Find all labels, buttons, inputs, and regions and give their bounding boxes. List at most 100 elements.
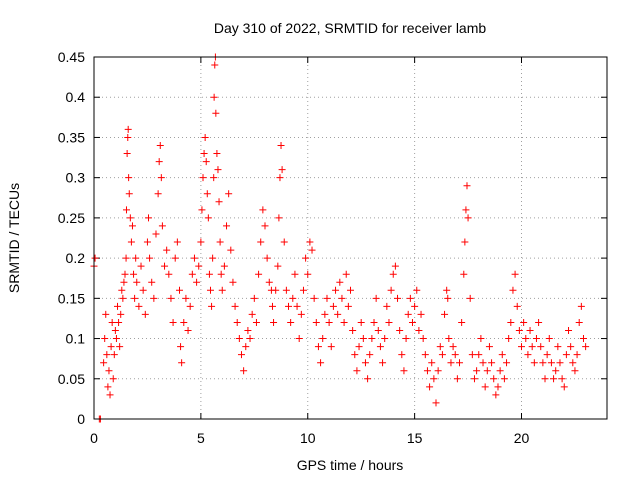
data-point: [329, 302, 337, 310]
data-point: [582, 343, 590, 351]
data-point: [485, 343, 493, 351]
data-point: [259, 206, 267, 214]
data-point: [381, 335, 389, 343]
data-point: [571, 367, 579, 375]
data-point: [118, 286, 126, 294]
data-point: [287, 318, 295, 326]
y-tick-label: 0.05: [58, 371, 85, 387]
data-point: [338, 294, 346, 302]
data-point: [233, 318, 241, 326]
x-tick-label: 5: [197, 430, 205, 446]
data-point: [312, 318, 320, 326]
data-point: [558, 375, 566, 383]
data-point: [507, 318, 515, 326]
data-point: [505, 335, 513, 343]
data-point: [289, 294, 297, 302]
data-point: [124, 133, 132, 141]
data-point: [302, 254, 310, 262]
data-point: [211, 61, 219, 69]
data-point: [404, 310, 412, 318]
y-tick-label: 0.25: [58, 210, 85, 226]
data-point: [212, 109, 220, 117]
data-point: [257, 238, 265, 246]
data-point: [173, 238, 181, 246]
x-tick-label: 15: [407, 430, 423, 446]
data-point: [210, 93, 218, 101]
data-point: [368, 335, 376, 343]
data-point: [308, 246, 316, 254]
data-point: [560, 383, 568, 391]
data-point: [208, 302, 216, 310]
data-point: [255, 270, 263, 278]
data-point: [464, 214, 472, 222]
data-point: [353, 367, 361, 375]
data-point: [396, 327, 404, 335]
data-point: [402, 335, 410, 343]
data-point: [163, 246, 171, 254]
data-point: [141, 310, 149, 318]
data-point: [511, 270, 519, 278]
data-point: [466, 294, 474, 302]
y-tick-label: 0.3: [66, 170, 86, 186]
data-point: [107, 343, 115, 351]
data-point: [223, 222, 231, 230]
data-point: [114, 302, 122, 310]
data-point: [121, 270, 129, 278]
data-point: [406, 294, 414, 302]
data-point: [220, 262, 228, 270]
data-point: [199, 174, 207, 182]
data-point: [157, 174, 165, 182]
data-point: [419, 335, 427, 343]
data-point: [299, 286, 307, 294]
data-point: [539, 359, 547, 367]
data-point: [201, 133, 209, 141]
data-point: [449, 343, 457, 351]
data-point: [250, 294, 258, 302]
data-point: [374, 327, 382, 335]
data-point: [421, 351, 429, 359]
data-point: [128, 222, 136, 230]
data-point: [461, 238, 469, 246]
data-point: [453, 375, 461, 383]
data-point: [325, 318, 333, 326]
data-point: [178, 359, 186, 367]
data-point: [319, 335, 327, 343]
x-tick-label: 0: [90, 430, 98, 446]
y-tick-label: 0.45: [58, 49, 85, 65]
data-point: [475, 351, 483, 359]
data-point: [327, 343, 335, 351]
data-point: [139, 286, 147, 294]
y-tick-label: 0: [77, 411, 85, 427]
data-point: [102, 310, 110, 318]
data-point: [240, 367, 248, 375]
data-point: [310, 294, 318, 302]
data-point: [101, 335, 109, 343]
data-point: [349, 327, 357, 335]
data-point: [526, 327, 534, 335]
chart-title: Day 310 of 2022, SRMTID for receiver lam…: [214, 20, 487, 36]
data-point: [554, 343, 562, 351]
data-point: [204, 214, 212, 222]
data-point: [451, 351, 459, 359]
plot-frame: [93, 56, 608, 420]
data-point: [447, 359, 455, 367]
data-point: [468, 351, 476, 359]
data-point: [344, 302, 352, 310]
data-point: [577, 302, 585, 310]
data-point: [180, 318, 188, 326]
y-tick-label: 0.1: [66, 331, 86, 347]
data-point: [120, 278, 128, 286]
data-point: [304, 270, 312, 278]
data-point: [562, 351, 570, 359]
data-point: [177, 343, 185, 351]
data-point: [575, 318, 583, 326]
data-point: [225, 190, 233, 198]
data-point: [473, 367, 481, 375]
data-point: [400, 367, 408, 375]
data-point: [432, 399, 440, 407]
data-point: [106, 391, 114, 399]
data-point: [145, 214, 153, 222]
data-point: [248, 310, 256, 318]
data-point: [490, 375, 498, 383]
data-point: [434, 367, 442, 375]
